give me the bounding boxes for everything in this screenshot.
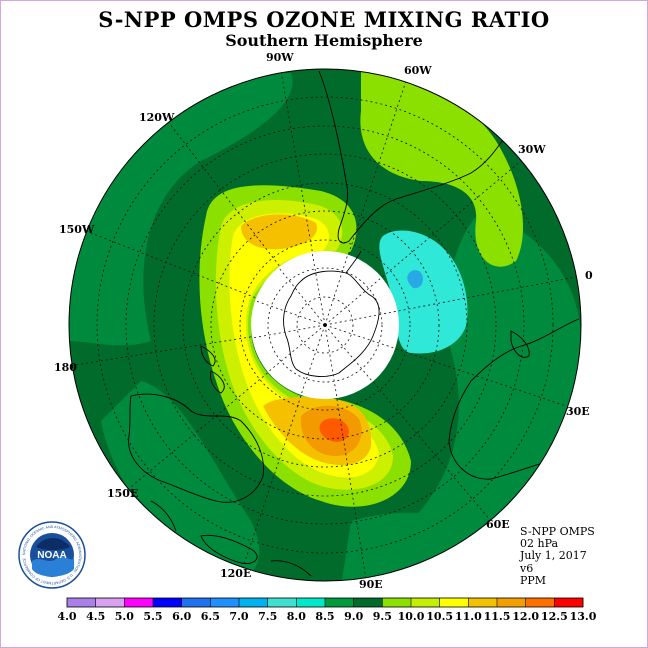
colorbar-segment <box>468 598 498 607</box>
colorbar-tick-label: 8.0 <box>286 610 306 623</box>
product-info: S-NPP OMPS 02 hPa July 1, 2017 v6 PPM <box>520 525 595 587</box>
colorbar-segment <box>554 598 584 607</box>
pole-graticule <box>251 251 399 399</box>
coastlines <box>128 70 580 577</box>
colorbar-tick-label: 8.5 <box>315 610 335 623</box>
ozone-region-8-5-southwest <box>101 381 260 581</box>
lon-label-0: 0 <box>585 269 593 282</box>
map-border <box>68 68 582 582</box>
colorbar-segment <box>153 598 182 607</box>
colorbar-tick-label: 6.0 <box>172 610 192 623</box>
colorbar-segment <box>296 598 326 607</box>
info-units: PPM <box>520 573 547 587</box>
colorbar-segment <box>67 598 96 607</box>
colorbar-tick-label: 4.0 <box>57 610 77 623</box>
lon-label-120e: 120E <box>220 567 252 580</box>
colorbar-segment <box>210 598 240 607</box>
lon-label-120w: 120W <box>139 111 175 124</box>
colorbar-tick-label: 6.5 <box>200 610 220 623</box>
info-date: July 1, 2017 <box>520 549 587 563</box>
colorbar-segment <box>267 598 297 607</box>
noaa-logo-text: NOAA <box>37 550 66 561</box>
lon-label-30e: 30E <box>566 405 590 418</box>
colorbar-segment <box>497 598 526 607</box>
colorbar-segment <box>124 598 154 607</box>
lon-label-60e: 60E <box>486 518 510 531</box>
colorbar-tick-label: 13.0 <box>569 610 597 623</box>
colorbar-tick-label: 10.5 <box>426 610 454 623</box>
ozone-region-12-0 <box>319 418 349 442</box>
lon-label-150e: 150E <box>107 487 139 500</box>
meridian-lines <box>69 70 581 580</box>
figure-subtitle: Southern Hemisphere <box>225 31 423 50</box>
colorbar-tick-label: 10.0 <box>397 610 425 623</box>
info-level: 02 hPa <box>520 537 559 551</box>
colorbar-tick-label: 9.5 <box>372 610 392 623</box>
noaa-logo: NOAA NATIONAL OCEANIC AND ATMOSPHERIC AD… <box>18 521 86 589</box>
info-instrument: S-NPP OMPS <box>520 525 595 538</box>
colorbar-segment <box>525 598 555 607</box>
south-pole-marker <box>323 323 327 327</box>
figure-title: S-NPP OMPS OZONE MIXING RATIO <box>98 7 550 32</box>
colorbar-segment <box>325 598 354 607</box>
colorbar-segment <box>239 598 268 607</box>
lon-label-60w: 60W <box>404 64 432 77</box>
lon-label-150w: 150W <box>59 223 95 236</box>
ozone-region-7-5 <box>379 230 468 354</box>
colorbar-tick-label: 7.5 <box>258 610 278 623</box>
colorbar-tick-label: 9.0 <box>344 610 364 623</box>
colorbar-segment <box>181 598 211 607</box>
colorbar-tick-label: 11.0 <box>454 610 482 623</box>
latitude-circles <box>96 96 554 554</box>
lon-label-30w: 30W <box>518 143 546 156</box>
colorbar-tick-label: 5.5 <box>143 610 163 623</box>
colorbar-tick-label: 12.0 <box>512 610 540 623</box>
ozone-region-9-5-northeast <box>360 69 524 267</box>
colorbar <box>66 597 584 608</box>
colorbar-tick-label: 12.5 <box>540 610 568 623</box>
colorbar-tick-label: 5.0 <box>114 610 134 623</box>
colorbar-tick-label: 7.0 <box>229 610 249 623</box>
ozone-field <box>69 69 581 581</box>
colorbar-segment <box>382 598 412 607</box>
colorbar-segment <box>439 598 469 607</box>
colorbar-segment <box>353 598 383 607</box>
antarctica-coastline <box>283 250 380 377</box>
colorbar-segment <box>411 598 440 607</box>
lon-label-90w: 90W <box>266 51 294 64</box>
ozone-region-7-0 <box>407 270 423 289</box>
colorbar-tick-label: 11.5 <box>483 610 511 623</box>
lon-label-90e: 90E <box>359 578 383 591</box>
info-version: v6 <box>520 561 534 575</box>
lon-label-180: 180 <box>54 361 77 374</box>
colorbar-tick-label: 4.5 <box>86 610 106 623</box>
colorbar-segment <box>95 598 125 607</box>
